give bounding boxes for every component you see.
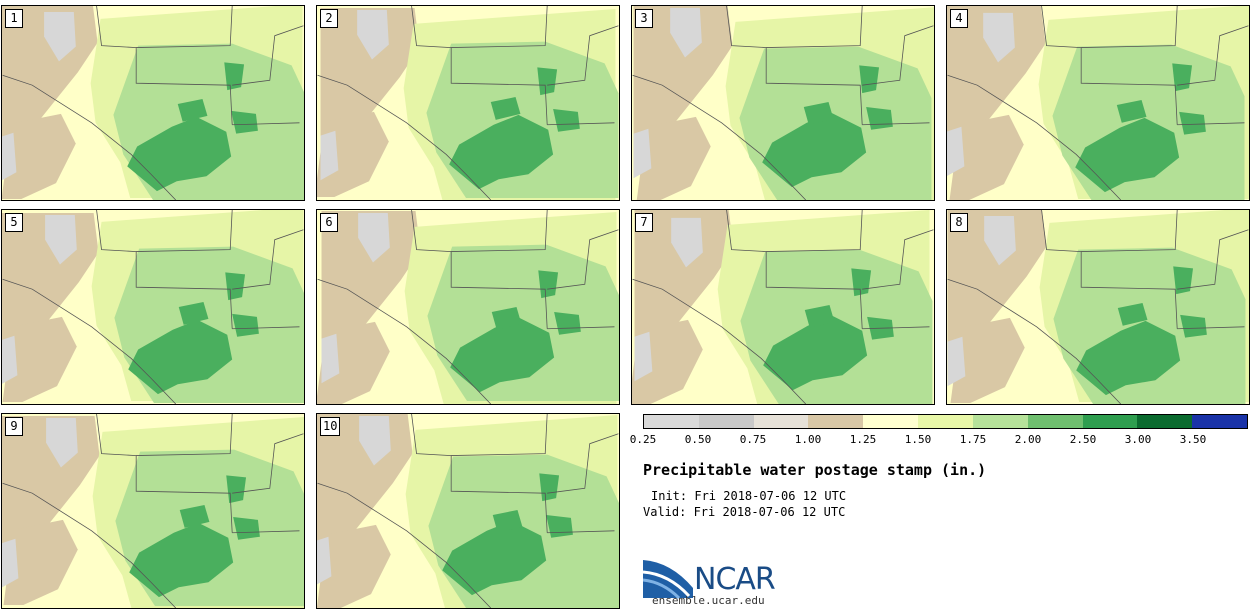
member-label: 4 <box>950 9 968 28</box>
colorbar-segment <box>972 415 1028 428</box>
colorbar-tick-label: 2.50 <box>1069 433 1097 446</box>
colorbar-segment <box>918 415 973 428</box>
colorbar-tick-label: 2.00 <box>1014 433 1042 446</box>
member-panel-5: 5 <box>1 209 305 405</box>
logo-url: ensemble.ucar.edu <box>652 594 765 607</box>
colorbar-tick-label: 1.25 <box>849 433 877 446</box>
colorbar-tick-label: 1.50 <box>904 433 932 446</box>
member-panel-2: 2 <box>316 5 620 201</box>
member-label: 2 <box>320 9 338 28</box>
precip-map <box>317 6 619 200</box>
colorbar-segment <box>1192 415 1247 428</box>
precip-map <box>2 414 304 608</box>
precip-map <box>947 6 1249 200</box>
figure-title: Precipitable water postage stamp (in.) <box>643 461 987 479</box>
colorbar-segment <box>863 415 919 428</box>
member-panel-6: 6 <box>316 209 620 405</box>
precip-map <box>947 210 1249 404</box>
precip-map <box>2 6 304 200</box>
colorbar-tick-label: 1.00 <box>794 433 822 446</box>
colorbar-tick-label: 3.50 <box>1179 433 1207 446</box>
colorbar-ticks: 0.25 0.50 0.75 1.00 1.25 1.50 1.75 2.00 2.50 3.00… <box>630 433 1248 447</box>
precip-map <box>632 210 934 404</box>
member-panel-8: 8 <box>946 209 1250 405</box>
colorbar-tick-label: 0.75 <box>739 433 767 446</box>
ncar-logo-icon <box>643 560 693 600</box>
colorbar-tick-label: 0.50 <box>684 433 712 446</box>
colorbar-segment <box>753 415 809 428</box>
member-label: 7 <box>635 213 653 232</box>
init-time: Init: Fri 2018-07-06 12 UTC <box>651 489 847 503</box>
member-label: 8 <box>950 213 968 232</box>
member-label: 6 <box>320 213 338 232</box>
colorbar-tick-label: 1.75 <box>959 433 987 446</box>
member-label: 10 <box>320 417 341 436</box>
precip-map <box>317 210 619 404</box>
colorbar-segment <box>1027 415 1083 428</box>
member-panel-4: 4 <box>946 5 1250 201</box>
colorbar-segment <box>698 415 754 428</box>
member-panel-7: 7 <box>631 209 935 405</box>
colorbar-tick-label: 0.25 <box>629 433 657 446</box>
member-panel-9: 9 <box>1 413 305 609</box>
member-label: 5 <box>5 213 23 232</box>
precip-map <box>632 6 934 200</box>
member-panel-3: 3 <box>631 5 935 201</box>
logo-wordmark: NCAR <box>694 562 776 597</box>
valid-time: Valid: Fri 2018-07-06 12 UTC <box>643 505 846 519</box>
colorbar-segment <box>808 415 864 428</box>
precip-map <box>317 414 619 608</box>
precip-map <box>2 210 304 404</box>
colorbar <box>643 414 1248 429</box>
member-label: 3 <box>635 9 653 28</box>
member-panel-1: 1 <box>1 5 305 201</box>
member-label: 1 <box>5 9 23 28</box>
colorbar-tick-label: 3.00 <box>1124 433 1152 446</box>
member-label: 9 <box>5 417 23 436</box>
colorbar-segment <box>644 415 699 428</box>
member-panel-10: 10 <box>316 413 620 609</box>
colorbar-segment <box>1137 415 1193 428</box>
colorbar-segment <box>1082 415 1138 428</box>
